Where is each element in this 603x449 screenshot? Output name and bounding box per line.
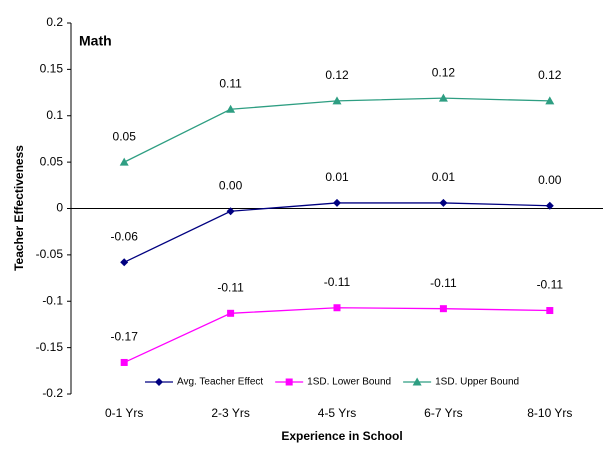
marker	[545, 201, 554, 210]
y-tick-label: 0.2	[46, 15, 63, 29]
marker	[545, 96, 555, 105]
marker	[120, 258, 129, 267]
y-tick-label: -0.1	[42, 293, 63, 307]
y-tick-label: 0.15	[40, 62, 64, 76]
marker	[412, 377, 422, 386]
data-label: -0.17	[111, 330, 139, 344]
legend-label: 1SD. Upper Bound	[435, 377, 519, 388]
data-label: 0.05	[113, 129, 137, 143]
marker	[226, 207, 235, 216]
y-tick-label: 0	[56, 201, 63, 215]
marker	[332, 96, 342, 105]
legend: Avg. Teacher Effect 1SD. Lower Bound 1SD. …	[145, 377, 519, 388]
y-axis-title: Teacher Effectiveness	[12, 145, 26, 271]
data-label: -0.11	[430, 276, 457, 290]
marker	[438, 93, 448, 102]
marker	[285, 378, 293, 386]
y-tick-label: -0.2	[42, 386, 63, 400]
marker	[333, 198, 341, 207]
marker	[119, 157, 129, 166]
data-label: 0.00	[219, 178, 243, 192]
data-label: 0.11	[219, 76, 242, 90]
marker	[546, 307, 554, 315]
data-label: -0.11	[217, 280, 244, 294]
series-line	[123, 202, 550, 263]
series-line	[123, 307, 550, 364]
marker	[439, 305, 447, 313]
series-line	[123, 97, 550, 163]
y-tick-label: 0.05	[40, 154, 64, 168]
marker	[439, 198, 448, 207]
y-tick-label: -0.15	[36, 340, 64, 354]
marker	[120, 358, 128, 366]
marker	[227, 309, 235, 317]
marker	[333, 304, 341, 312]
marker	[226, 104, 236, 113]
data-label: 0.12	[538, 68, 562, 82]
y-tick-label: -0.05	[36, 247, 64, 261]
data-label: -0.11	[537, 278, 564, 292]
y-tick-label: 0.1	[46, 108, 63, 122]
data-label: -0.11	[324, 275, 351, 289]
legend-label: Avg. Teacher Effect	[177, 377, 263, 388]
data-label: 0.00	[538, 173, 562, 187]
legend-label: 1SD. Lower Bound	[307, 377, 391, 388]
data-label: 0.01	[432, 170, 456, 184]
x-tick-label: 2-3 Yrs	[211, 406, 249, 420]
data-label: 0.12	[325, 68, 349, 82]
marker	[155, 378, 163, 386]
x-tick-label: 0-1 Yrs	[105, 406, 143, 420]
data-label: 0.12	[432, 65, 456, 79]
x-axis-title: Experience in School	[281, 429, 402, 443]
data-label: 0.01	[325, 170, 349, 184]
data-label: -0.06	[111, 229, 139, 243]
x-tick-label: 6-7 Yrs	[424, 406, 462, 420]
chart-title: Math	[79, 33, 112, 49]
x-tick-label: 8-10 Yrs	[527, 406, 572, 420]
x-tick-label: 4-5 Yrs	[318, 406, 356, 420]
